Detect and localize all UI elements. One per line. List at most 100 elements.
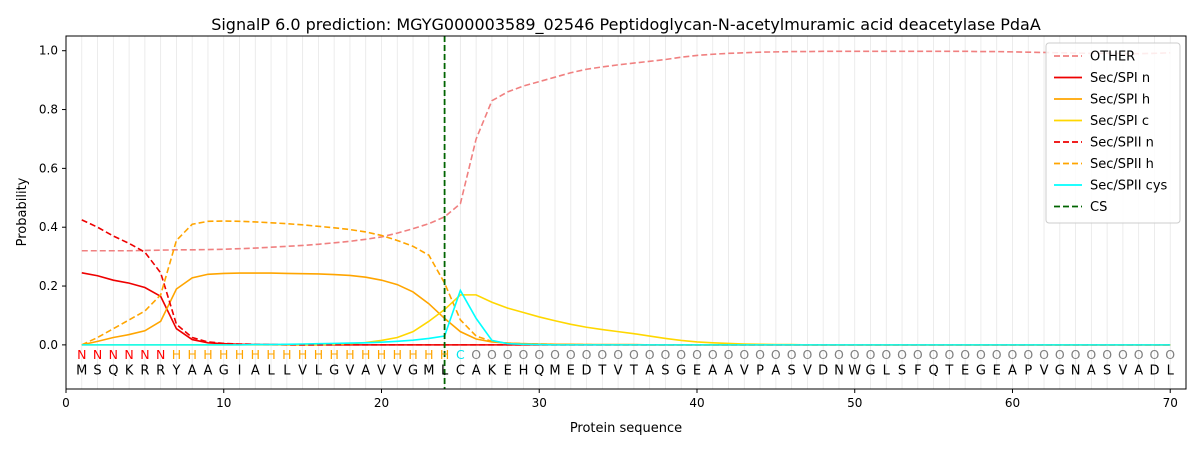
region-label: O — [913, 347, 923, 362]
x-tick-label: 0 — [62, 396, 70, 410]
y-tick-label: 0.2 — [39, 279, 58, 293]
residue-label: E — [504, 363, 512, 378]
region-label: H — [251, 347, 260, 362]
x-tick-label: 70 — [1163, 396, 1178, 410]
x-tick-label: 30 — [532, 396, 547, 410]
residue-label: S — [788, 363, 796, 378]
residue-label: E — [993, 363, 1001, 378]
residue-label: E — [961, 363, 969, 378]
region-label: O — [487, 347, 497, 362]
region-label: H — [424, 347, 433, 362]
region-label: O — [850, 347, 860, 362]
y-tick-label: 0.6 — [39, 161, 58, 175]
region-label: O — [519, 347, 529, 362]
y-axis-label: Probability — [15, 177, 30, 246]
residue-label: M — [423, 363, 434, 378]
region-label: H — [377, 347, 386, 362]
residue-label: S — [93, 363, 101, 378]
region-label: O — [1039, 347, 1049, 362]
residue-label: G — [329, 363, 339, 378]
residue-label: E — [567, 363, 575, 378]
region-label: N — [109, 347, 118, 362]
legend-label: Sec/SPI n — [1090, 71, 1150, 86]
region-label: O — [992, 347, 1002, 362]
residue-label: R — [156, 363, 165, 378]
region-label: N — [140, 347, 149, 362]
legend: OTHER Sec/SPI n Sec/SPI h Sec/SPI c Sec/SPII… — [1045, 42, 1181, 224]
legend-label: OTHER — [1090, 50, 1135, 65]
y-tick-label: 0.0 — [39, 338, 58, 352]
region-label: H — [345, 347, 354, 362]
residue-label: I — [238, 363, 242, 378]
region-label: O — [1023, 347, 1033, 362]
residue-label: A — [708, 363, 717, 378]
residue-label: S — [661, 363, 669, 378]
region-label: O — [834, 347, 844, 362]
region-label: O — [676, 347, 686, 362]
series-line-other — [81, 50, 1171, 252]
residue-label: P — [1024, 363, 1032, 378]
region-label: H — [282, 347, 291, 362]
region-label: O — [1086, 347, 1096, 362]
residue-label: R — [140, 363, 149, 378]
residue-label: A — [472, 363, 481, 378]
region-label: O — [1134, 347, 1144, 362]
residue-label: D — [818, 363, 828, 378]
region-label: O — [1118, 347, 1128, 362]
region-label: O — [960, 347, 970, 362]
residue-label: V — [740, 363, 749, 378]
residue-label: P — [756, 363, 764, 378]
legend-label: Sec/SPI h — [1090, 93, 1150, 108]
residue-label: M — [76, 363, 87, 378]
region-label: O — [692, 347, 702, 362]
series-line-sec-spii-n — [81, 219, 1171, 346]
residue-label: T — [597, 363, 606, 378]
residue-label: V — [1118, 363, 1127, 378]
residue-label: C — [456, 363, 465, 378]
plot-frame — [65, 35, 1187, 390]
residue-label: V — [298, 363, 307, 378]
residue-label: L — [441, 363, 449, 378]
region-label: O — [818, 347, 828, 362]
residue-label: A — [204, 363, 213, 378]
legend-box — [1045, 42, 1181, 224]
y-tick-label: 0.8 — [39, 103, 58, 117]
residue-label: V — [393, 363, 402, 378]
residue-label: A — [771, 363, 780, 378]
residue-label: V — [377, 363, 386, 378]
region-label: O — [1008, 347, 1018, 362]
residue-label: A — [251, 363, 260, 378]
residue-label: A — [1008, 363, 1017, 378]
residue-label: Q — [928, 363, 938, 378]
series-layer — [81, 50, 1171, 346]
legend-label: CS — [1090, 200, 1107, 215]
residue-label: A — [1087, 363, 1096, 378]
region-label: O — [802, 347, 812, 362]
residue-label: L — [1167, 363, 1175, 378]
region-label: O — [661, 347, 671, 362]
residue-label: E — [693, 363, 701, 378]
residue-label: K — [125, 363, 134, 378]
residue-label: V — [1040, 363, 1049, 378]
residue-label: L — [315, 363, 323, 378]
region-label: N — [93, 347, 102, 362]
region-label: H — [219, 347, 228, 362]
residue-label: W — [848, 363, 861, 378]
residue-label: S — [898, 363, 906, 378]
region-label: O — [613, 347, 623, 362]
residue-label: L — [883, 363, 891, 378]
region-label: O — [881, 347, 891, 362]
residue-label: V — [803, 363, 812, 378]
series-line-sec-spii-h — [81, 220, 1171, 346]
legend-label: Sec/SPII h — [1090, 157, 1154, 172]
region-label: O — [787, 347, 797, 362]
legend-label: Sec/SPII cys — [1090, 179, 1168, 194]
series-line-sec-spi-n — [81, 272, 1171, 346]
residue-label: D — [1149, 363, 1159, 378]
region-label: O — [739, 347, 749, 362]
region-label: O — [1165, 347, 1175, 362]
residue-label: T — [629, 363, 638, 378]
region-label: H — [172, 347, 181, 362]
region-label: O — [597, 347, 607, 362]
